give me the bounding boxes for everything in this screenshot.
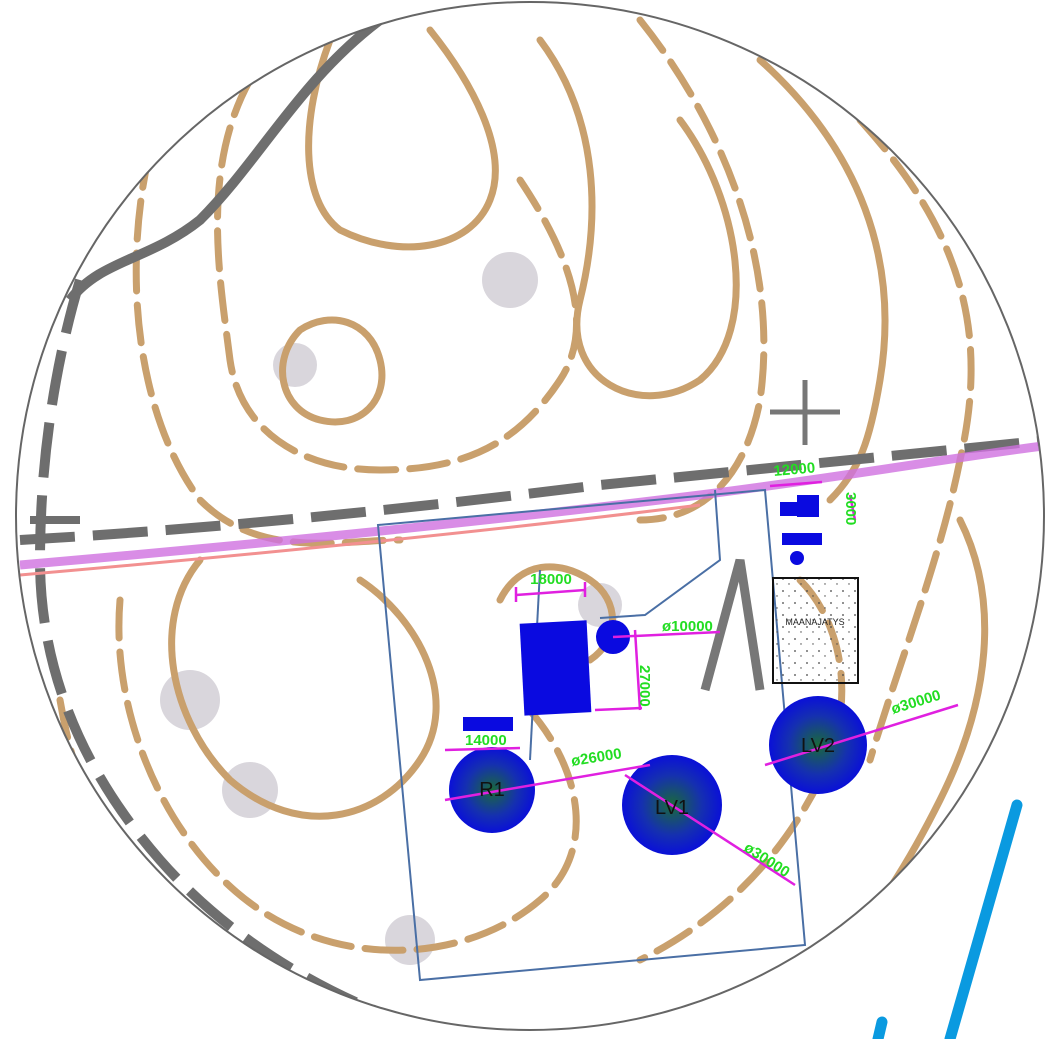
dimension-lines xyxy=(444,480,959,887)
dimension-label: ø10000 xyxy=(662,618,713,635)
dimension-label: 27000 xyxy=(636,665,653,707)
dimension-label: 12000 xyxy=(773,459,816,480)
dimension-label: 3000 xyxy=(842,492,859,525)
crosshair xyxy=(770,380,840,445)
fill-area xyxy=(772,577,859,684)
dimension-label: 14000 xyxy=(465,732,507,749)
tank-label: R1 xyxy=(479,779,505,801)
tank-label: LV2 xyxy=(801,735,835,757)
dimension-label: 18000 xyxy=(530,571,572,588)
tank-label: LV1 xyxy=(655,797,689,819)
north-arrow xyxy=(700,558,765,692)
buildings xyxy=(463,495,822,731)
map-border xyxy=(15,1,1045,1031)
decor-strokes xyxy=(872,799,1023,1039)
fill-area-label: MAANAJATYS xyxy=(785,617,844,627)
